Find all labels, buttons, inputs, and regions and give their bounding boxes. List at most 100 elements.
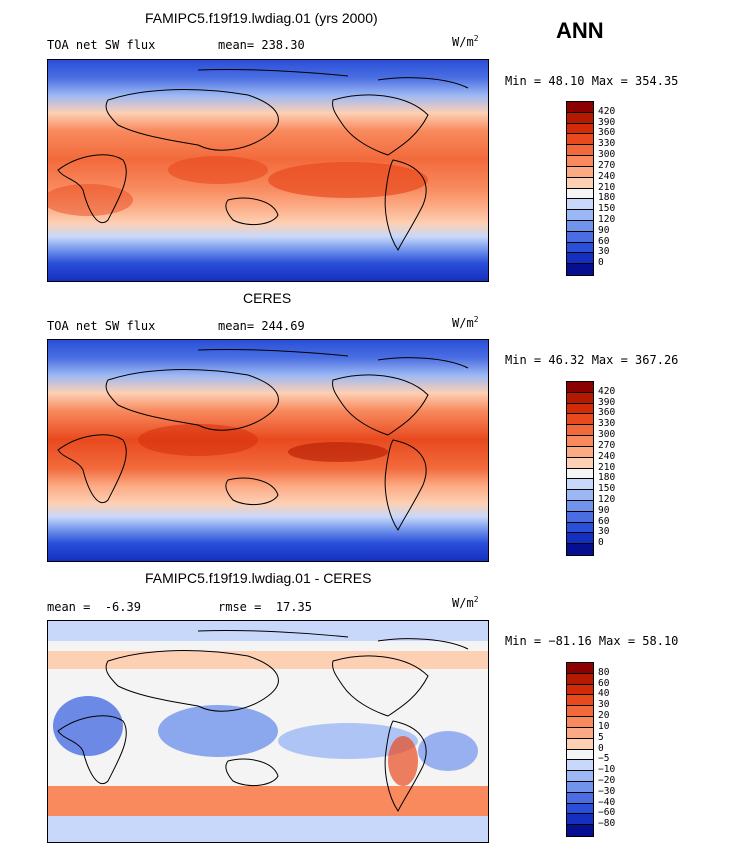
colorbar-segment (567, 134, 593, 146)
colorbar-tick-label: 90 (598, 224, 610, 236)
colorbar-segment (567, 717, 593, 728)
colorbar-tick-label: 420 (598, 105, 616, 117)
colorbar-segment (567, 123, 593, 135)
colorbar-segment (567, 781, 593, 793)
colorbar-tick-label: 40 (598, 688, 610, 700)
colorbar-segment (567, 803, 593, 815)
colorbar-segment (567, 264, 593, 275)
panel2-colorbar-ticks: 420 390 360 330 300 270 240 210 180 150 120 90 60 30 0 (598, 381, 638, 554)
colorbar-segment (567, 446, 593, 458)
colorbar-segment (567, 166, 593, 178)
colorbar-segment (567, 392, 593, 404)
colorbar-tick-label: 20 (598, 710, 610, 722)
panel2-colorbar (566, 381, 594, 556)
colorbar-tick-label: 60 (598, 515, 610, 527)
panel3-map (47, 620, 489, 843)
colorbar-segment (567, 403, 593, 415)
colorbar-tick-label: 30 (598, 526, 610, 538)
colorbar-segment (567, 468, 593, 480)
colorbar-tick-label: 180 (598, 472, 616, 484)
panel2-map (47, 339, 489, 562)
colorbar-segment (567, 145, 593, 157)
panel3-title: FAMIPC5.f19f19.lwdiag.01 - CERES (145, 570, 372, 586)
colorbar-tick-label: 60 (598, 677, 610, 689)
colorbar-segment (567, 511, 593, 523)
colorbar-tick-label: −80 (598, 818, 616, 830)
colorbar-tick-label: 120 (598, 213, 616, 225)
colorbar-segment (567, 792, 593, 804)
colorbar-segment (567, 188, 593, 200)
colorbar-segment (567, 102, 593, 113)
colorbar-tick-label: 330 (598, 418, 616, 430)
colorbar-tick-label: 60 (598, 235, 610, 247)
panel2-variable: TOA net SW flux (47, 319, 156, 333)
colorbar-segment (567, 210, 593, 221)
colorbar-segment (567, 771, 593, 782)
panel1-title: FAMIPC5.f19f19.lwdiag.01 (yrs 2000) (145, 10, 378, 26)
panel3-minmax: Min = −81.16 Max = 58.10 (505, 634, 679, 648)
colorbar-tick-label: 0 (598, 537, 604, 549)
colorbar-tick-label: 80 (598, 666, 610, 678)
colorbar-tick-label: −60 (598, 807, 616, 819)
colorbar-segment (567, 533, 593, 545)
colorbar-tick-label: 330 (598, 138, 616, 150)
colorbar-tick-label: 240 (598, 170, 616, 182)
panel1-colorbar-ticks: 420 390 360 330 300 270 240 210 180 150 120 90 60 30 0 (598, 101, 638, 274)
colorbar-tick-label: 210 (598, 181, 616, 193)
season-label: ANN (556, 18, 604, 43)
colorbar-tick-label: 10 (598, 720, 610, 732)
colorbar-segment (567, 425, 593, 437)
colorbar-tick-label: 5 (598, 731, 604, 743)
colorbar-segment (567, 706, 593, 718)
colorbar-tick-label: −5 (598, 753, 610, 765)
colorbar-segment (567, 490, 593, 501)
panel3-rmse: rmse = 17.35 (218, 600, 312, 614)
colorbar-segment (567, 242, 593, 254)
colorbar-segment (567, 436, 593, 447)
colorbar-tick-label: −30 (598, 785, 616, 797)
panel1-variable: TOA net SW flux (47, 38, 156, 52)
panel2-title: CERES (243, 290, 292, 306)
colorbar-segment (567, 825, 593, 836)
colorbar-tick-label: 30 (598, 246, 610, 258)
colorbar-segment (567, 479, 593, 491)
colorbar-tick-label: 390 (598, 396, 616, 408)
colorbar-segment (567, 695, 593, 707)
colorbar-tick-label: −10 (598, 764, 616, 776)
panel3-units: W/m2 (452, 595, 479, 610)
panel1-units: W/m2 (452, 34, 479, 49)
colorbar-segment (567, 231, 593, 243)
colorbar-tick-label: 180 (598, 192, 616, 204)
colorbar-segment (567, 760, 593, 772)
colorbar-tick-label: 270 (598, 439, 616, 451)
colorbar-segment (567, 220, 593, 232)
colorbar-tick-label: 0 (598, 257, 604, 269)
colorbar-tick-label: 120 (598, 493, 616, 505)
colorbar-tick-label: −40 (598, 796, 616, 808)
colorbar-tick-label: 300 (598, 149, 616, 161)
colorbar-tick-label: 360 (598, 407, 616, 419)
colorbar-segment (567, 749, 593, 761)
panel2-minmax: Min = 46.32 Max = 367.26 (505, 353, 679, 367)
colorbar-segment (567, 382, 593, 393)
colorbar-tick-label: 300 (598, 429, 616, 441)
colorbar-tick-label: 240 (598, 450, 616, 462)
colorbar-tick-label: 270 (598, 159, 616, 171)
colorbar-segment (567, 199, 593, 211)
panel3-mean: mean = -6.39 (47, 600, 141, 614)
colorbar-tick-label: 0 (598, 742, 604, 754)
colorbar-segment (567, 673, 593, 685)
panel1-map (47, 59, 489, 282)
colorbar-tick-label: 150 (598, 483, 616, 495)
colorbar-segment (567, 738, 593, 750)
colorbar-tick-label: 360 (598, 127, 616, 139)
colorbar-segment (567, 522, 593, 534)
panel1-minmax: Min = 48.10 Max = 354.35 (505, 74, 679, 88)
panel1-mean: mean= 238.30 (218, 38, 305, 52)
colorbar-segment (567, 112, 593, 124)
colorbar-tick-label: 30 (598, 699, 610, 711)
colorbar-segment (567, 414, 593, 426)
colorbar-tick-label: 90 (598, 504, 610, 516)
colorbar-segment (567, 684, 593, 696)
colorbar-segment (567, 500, 593, 512)
